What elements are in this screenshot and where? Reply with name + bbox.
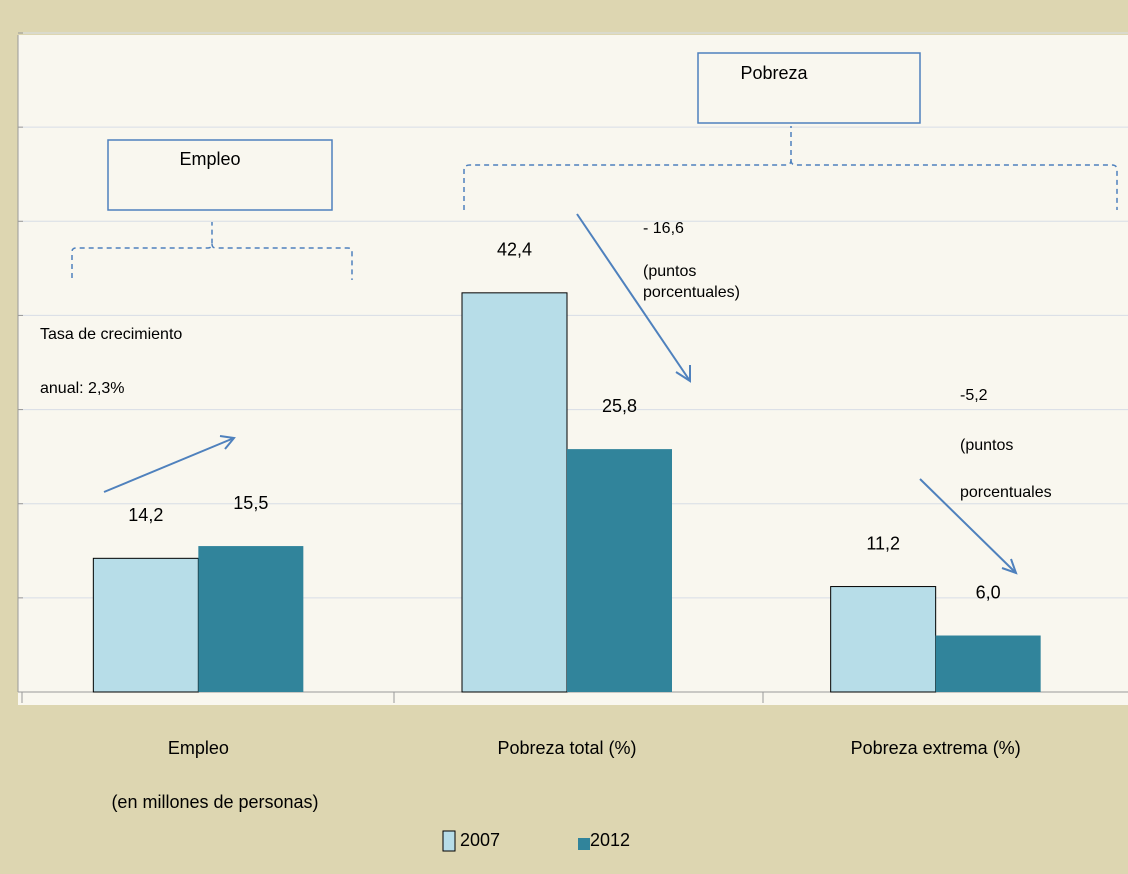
arrow — [919, 478, 1018, 575]
brace — [463, 126, 1118, 210]
data-label: 6,0 — [976, 582, 1001, 602]
category-note: (en millones de personas) — [111, 792, 318, 812]
bar — [830, 586, 937, 693]
legend-swatch — [578, 838, 590, 850]
bar — [92, 557, 199, 693]
arrow — [576, 213, 691, 383]
arrow — [103, 435, 236, 493]
annotation-box — [107, 139, 333, 211]
annotation: Tasa de crecimiento — [40, 326, 182, 343]
annotation: (puntos — [643, 263, 696, 280]
bar — [935, 635, 1041, 692]
data-label: 14,2 — [128, 505, 163, 525]
legend-label: 2007 — [460, 830, 500, 850]
annotation: -5,2 — [960, 387, 988, 404]
annotation: porcentuales — [960, 484, 1052, 501]
annotation: (puntos — [960, 437, 1013, 454]
brace — [71, 222, 353, 280]
x-tick-label: Pobreza total (%) — [497, 738, 636, 758]
data-label: 11,2 — [866, 533, 900, 553]
bar — [461, 292, 568, 693]
annotation: porcentuales) — [643, 284, 740, 301]
annotation: Pobreza — [740, 63, 808, 83]
data-label: 15,5 — [233, 493, 268, 513]
annotation-box — [697, 52, 921, 124]
data-label: 25,8 — [602, 396, 637, 416]
legend-swatch — [442, 830, 456, 852]
annotation: - 16,6 — [643, 220, 684, 237]
data-label: 42,4 — [497, 240, 532, 260]
bar — [198, 546, 304, 692]
bar — [567, 449, 672, 692]
legend-label: 2012 — [590, 830, 630, 850]
x-tick-label: Pobreza extrema (%) — [851, 738, 1021, 758]
annotation: anual: 2,3% — [40, 380, 125, 397]
x-tick-label: Empleo — [168, 738, 229, 758]
legend: 2007 2012 — [442, 830, 630, 852]
bars — [92, 292, 1041, 693]
annotation: Empleo — [179, 149, 240, 169]
